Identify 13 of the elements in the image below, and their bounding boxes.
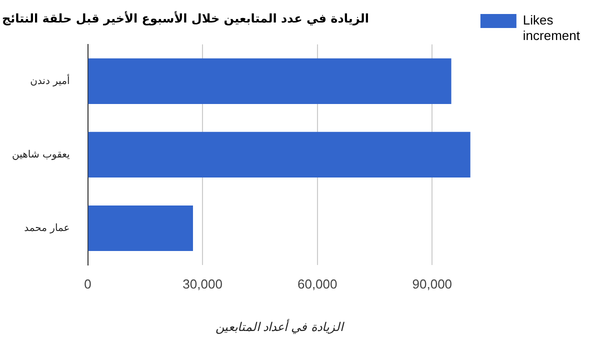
bar: [88, 205, 193, 252]
y-tick-label: عمار محمد: [24, 222, 70, 234]
y-tick-label: أمير دندن: [30, 74, 70, 87]
x-axis-title: الزيادة في أعداد المتابعين: [215, 318, 345, 334]
legend-label: Likes increment: [522, 12, 580, 44]
x-tick-label: 90,000: [412, 276, 452, 292]
bar: [88, 58, 452, 104]
bar: [88, 132, 470, 178]
y-tick-label: يعقوب شاهين: [12, 149, 70, 160]
chart-title: الزيادة في عدد المتابعين خلال الأسبوع الأخير قبل حلقة النتائج: [2, 10, 369, 26]
x-tick-label: 0: [84, 276, 92, 292]
x-tick-label: 30,000: [182, 276, 222, 292]
x-tick-label: 60,000: [297, 276, 338, 292]
